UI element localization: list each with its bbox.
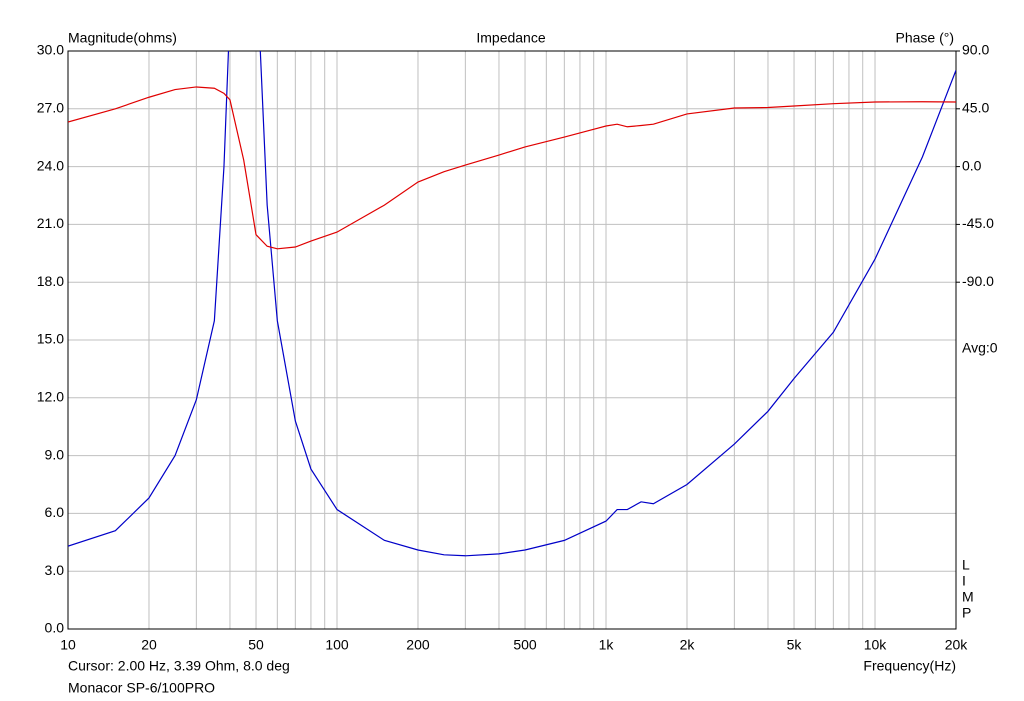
x-tick-label: 20 — [141, 637, 157, 653]
y-tick-label: 30.0 — [37, 42, 64, 58]
series-line — [68, 51, 956, 557]
y-tick-label: 24.0 — [37, 157, 64, 173]
x-axis-label: Frequency(Hz) — [863, 658, 956, 674]
device-name: Monacor SP-6/100PRO — [68, 680, 215, 696]
y2-tick-label: -90.0 — [962, 273, 994, 289]
x-tick-label: 200 — [406, 637, 430, 653]
y-tick-label: 18.0 — [37, 273, 64, 289]
y2-tick-label: -45.0 — [962, 215, 994, 231]
y-tick-label: 15.0 — [37, 331, 64, 347]
x-tick-label: 5k — [787, 637, 803, 653]
y-tick-label: 27.0 — [37, 100, 64, 116]
y-tick-label: 21.0 — [37, 215, 64, 231]
y-tick-label: 6.0 — [45, 504, 65, 520]
y-tick-label: 12.0 — [37, 389, 64, 405]
y2-axis-label: Phase (°) — [895, 30, 954, 46]
limp-letter: M — [962, 589, 974, 605]
x-tick-label: 10 — [60, 637, 76, 653]
x-tick-label: 1k — [599, 637, 615, 653]
y2-tick-label: 0.0 — [962, 157, 982, 173]
x-tick-label: 20k — [945, 637, 969, 653]
x-tick-label: 100 — [325, 637, 349, 653]
x-tick-label: 2k — [680, 637, 696, 653]
x-tick-label: 10k — [864, 637, 888, 653]
chart-title: Impedance — [476, 30, 545, 46]
y2-tick-label: 90.0 — [962, 42, 989, 58]
cursor-readout: Cursor: 2.00 Hz, 3.39 Ohm, 8.0 deg — [68, 658, 290, 674]
y-tick-label: 3.0 — [45, 562, 65, 578]
y-tick-label: 0.0 — [45, 620, 65, 636]
y-tick-label: 9.0 — [45, 446, 65, 462]
plot-area — [68, 51, 956, 557]
plot-frame — [67, 50, 957, 630]
average-label: Avg:0 — [962, 340, 998, 356]
y-axis-label: Magnitude(ohms) — [68, 30, 177, 46]
limp-letter: P — [962, 605, 971, 621]
series-line — [68, 86, 956, 250]
limp-letter: L — [962, 557, 970, 573]
y2-tick-label: 45.0 — [962, 100, 989, 116]
limp-letter: I — [962, 573, 966, 589]
x-tick-label: 500 — [513, 637, 537, 653]
x-tick-label: 50 — [248, 637, 264, 653]
